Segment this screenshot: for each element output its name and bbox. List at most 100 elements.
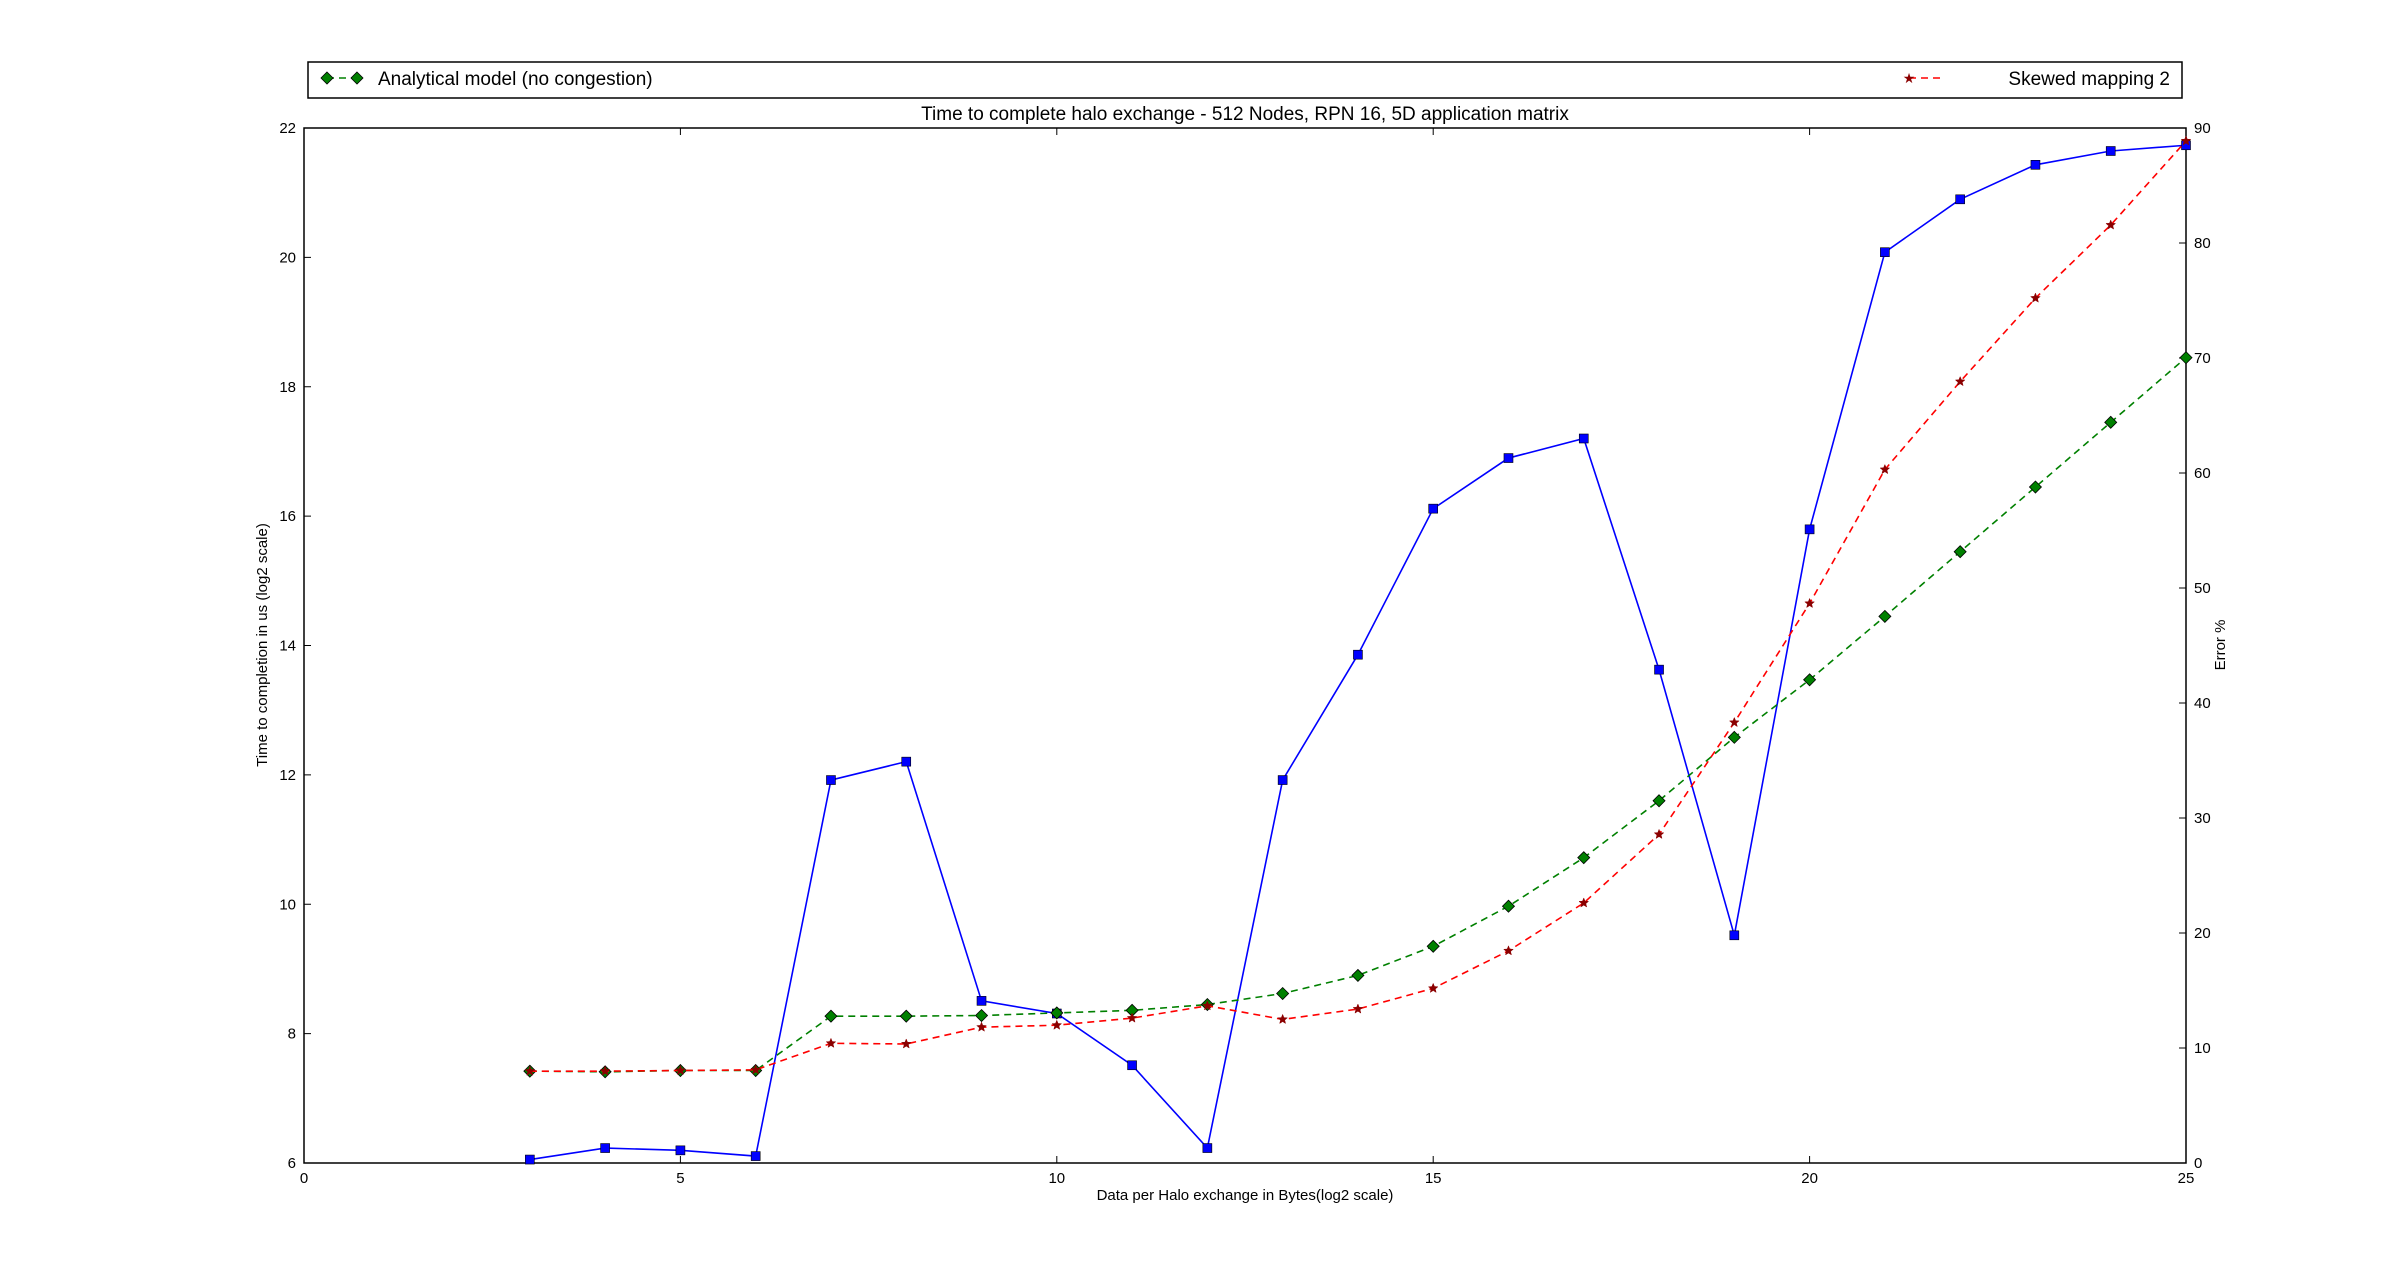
- series-layer: [523, 135, 2193, 1165]
- y-tick-label: 6: [288, 1155, 296, 1172]
- data-point: [2105, 219, 2117, 230]
- data-point: [2028, 480, 2043, 494]
- data-point: [1804, 524, 1815, 535]
- data-point: [1051, 1019, 1063, 1030]
- y-tick-label: 18: [279, 379, 296, 396]
- y2-axis-label: Error %: [2212, 620, 2229, 671]
- x-tick-label: 0: [300, 1170, 308, 1187]
- chart-title: Time to complete halo exchange - 512 Nod…: [921, 104, 1569, 125]
- y-tick-label: 8: [288, 1026, 296, 1043]
- y2-tick-label: 20: [2194, 925, 2211, 942]
- y-tick-label: 14: [279, 638, 296, 655]
- data-point: [1729, 930, 1740, 941]
- data-point: [1501, 899, 1516, 913]
- data-point: [1878, 609, 1892, 623]
- data-point: [1954, 375, 1966, 387]
- data-point: [2030, 292, 2041, 303]
- x-tick-label: 5: [676, 1170, 684, 1187]
- data-point: [1728, 716, 1740, 728]
- data-point: [1427, 982, 1439, 993]
- legend-star-icon: ★: [1903, 70, 1916, 86]
- data-point: [900, 1038, 912, 1049]
- data-point: [1428, 503, 1438, 514]
- data-point: [1879, 463, 1891, 475]
- data-point: [1953, 545, 1967, 559]
- series-1: [524, 135, 2192, 1076]
- data-point: [1654, 664, 1664, 675]
- data-point: [599, 1065, 611, 1076]
- x-tick-label: 10: [1048, 1170, 1065, 1187]
- data-point: [901, 756, 912, 767]
- data-point: [750, 1064, 762, 1075]
- data-point: [1803, 673, 1817, 687]
- y2-tick-label: 90: [2194, 120, 2211, 137]
- y-axis-label: Time to completion in us (log2 scale): [254, 523, 271, 767]
- data-point: [976, 996, 987, 1006]
- data-point: [1277, 775, 1288, 785]
- data-point: [2179, 351, 2193, 365]
- data-point: [1351, 968, 1365, 982]
- series-line: [529, 357, 2187, 1073]
- y2-tick-label: 10: [2194, 1040, 2211, 1057]
- y-tick-label: 22: [279, 120, 296, 137]
- data-point: [1126, 1012, 1138, 1023]
- data-point: [600, 1143, 610, 1153]
- y2-tick-label: 30: [2194, 810, 2211, 827]
- data-point: [1653, 828, 1665, 839]
- y2-tick-label: 80: [2194, 235, 2211, 252]
- y-tick-label: 16: [279, 508, 296, 525]
- legend-label-skewed: Skewed mapping 2: [2008, 69, 2170, 90]
- data-point: [1201, 1000, 1213, 1011]
- y-tick-label: 12: [279, 767, 296, 784]
- x-tick-label: 15: [1425, 1170, 1442, 1187]
- data-point: [1277, 1013, 1289, 1024]
- data-point: [524, 1065, 536, 1076]
- data-point: [2030, 160, 2041, 170]
- series-0: [523, 351, 2193, 1079]
- data-point: [824, 1009, 838, 1023]
- data-point: [976, 1021, 987, 1032]
- y2-tick-label: 50: [2194, 580, 2211, 597]
- y-tick-label: 20: [279, 249, 296, 266]
- data-point: [525, 1154, 535, 1165]
- x-tick-label: 25: [2178, 1170, 2195, 1187]
- data-point: [974, 1008, 989, 1023]
- data-point: [750, 1151, 761, 1161]
- legend-item-skewed: ★ Skewed mapping 2: [1903, 69, 2170, 90]
- data-point: [1577, 851, 1591, 865]
- x-tick-label: 20: [1801, 1170, 1818, 1187]
- legend-diamond-icon: [350, 71, 364, 85]
- legend-diamond-icon: [320, 71, 334, 85]
- data-point: [1503, 945, 1514, 956]
- data-point: [1352, 1003, 1364, 1014]
- data-point: [825, 1037, 837, 1048]
- data-point: [1804, 597, 1815, 609]
- y2-tick-label: 0: [2194, 1155, 2202, 1172]
- data-point: [675, 1145, 686, 1156]
- y2-tick-label: 60: [2194, 465, 2211, 482]
- data-point: [1955, 194, 1965, 205]
- data-point: [1578, 433, 1589, 444]
- data-point: [1503, 453, 1514, 463]
- ticks-layer: 0 5 10 15 20 25 6 8 10 12 14 16 18 20 22 0 10 20 30 40 50 60 7…: [279, 120, 2210, 1187]
- y2-tick-label: 40: [2194, 695, 2211, 712]
- data-point: [1880, 247, 1890, 257]
- legend-frame: [307, 61, 2183, 99]
- data-point: [1127, 1060, 1137, 1071]
- y2-tick-label: 70: [2194, 350, 2211, 367]
- data-point: [899, 1009, 913, 1023]
- data-point: [1276, 986, 1290, 1001]
- data-point: [675, 1064, 686, 1076]
- x-axis-label: Data per Halo exchange in Bytes(log2 sca…: [1097, 1187, 1394, 1204]
- data-point: [1727, 730, 1741, 744]
- legend-label-analytical: Analytical model (no congestion): [378, 69, 653, 90]
- data-point: [1426, 939, 1440, 953]
- data-point: [2180, 135, 2192, 146]
- data-point: [2105, 146, 2116, 156]
- data-point: [1050, 1006, 1064, 1020]
- data-point: [1578, 897, 1590, 908]
- series-line: [529, 140, 2187, 1072]
- data-point: [2104, 415, 2118, 429]
